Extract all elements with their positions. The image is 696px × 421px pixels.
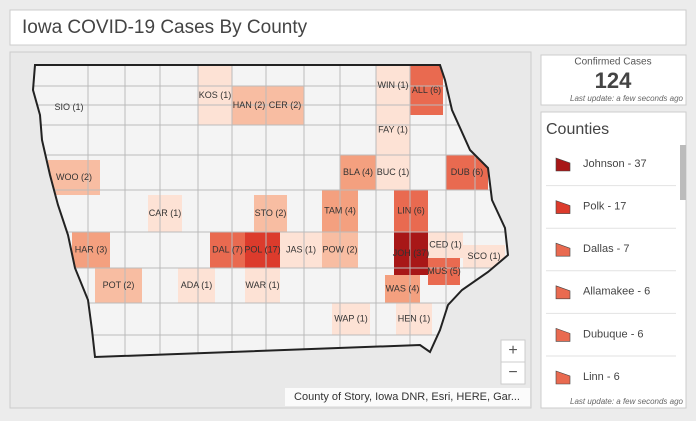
title-bar <box>9 9 687 46</box>
county-label: WAS (4) <box>386 283 420 293</box>
summary-label: Confirmed Cases <box>574 57 651 68</box>
county-label: ALL (6) <box>412 85 441 95</box>
county-label: KOS (1) <box>199 90 232 100</box>
county <box>245 232 280 268</box>
zoom-out-button[interactable] <box>500 361 526 385</box>
legend-swatch <box>555 327 571 342</box>
county-label: WAP (1) <box>334 313 368 323</box>
zoom-in[interactable]: + <box>508 342 517 359</box>
county-label: POT (2) <box>103 280 135 290</box>
counties-updated: Last update: a few seconds ago <box>570 397 684 406</box>
county-label: DUB (6) <box>451 167 484 177</box>
county <box>428 258 460 285</box>
county-label: CER (2) <box>269 100 302 110</box>
county-item: Johnson - 37 <box>583 158 647 170</box>
county-item: Polk - 17 <box>583 201 626 213</box>
legend-swatch <box>555 285 571 300</box>
county-label: CED (1) <box>429 239 462 249</box>
county-label: HAN (2) <box>233 100 266 110</box>
county-labels: SIO (1) KOS (1)HAN (2) CER (2) WIN (1) ALL (… <box>54 80 500 324</box>
county-label: BUC (1) <box>377 167 410 177</box>
county <box>245 268 280 303</box>
county-label: WOO (2) <box>56 172 92 182</box>
county <box>463 245 505 268</box>
county-label: FAY (1) <box>378 124 408 134</box>
zoom-out[interactable]: − <box>508 364 517 381</box>
county-label: JOH (37) <box>393 248 430 258</box>
county-label: CAR (1) <box>149 208 182 218</box>
county <box>332 303 370 335</box>
county <box>376 155 410 190</box>
county-label: DAL (7) <box>212 244 243 254</box>
county <box>148 195 182 232</box>
county <box>340 155 376 190</box>
county-label: SCO (1) <box>467 251 500 261</box>
summary-value: 124 <box>595 68 632 93</box>
legend-swatch <box>555 242 571 257</box>
county-item: Dubuque - 6 <box>583 328 644 340</box>
county <box>178 268 215 303</box>
county-label: POW (2) <box>323 244 358 254</box>
county <box>280 232 322 268</box>
county-label: TAM (4) <box>324 205 356 215</box>
county <box>210 232 245 268</box>
county <box>396 303 432 335</box>
county <box>254 195 287 232</box>
county <box>394 190 428 232</box>
county <box>48 160 100 195</box>
county-item: Linn - 6 <box>583 371 620 383</box>
county-label: HAR (3) <box>75 244 108 254</box>
county-label: JAS (1) <box>286 244 316 254</box>
county <box>376 105 410 155</box>
county-label: STO (2) <box>255 208 287 218</box>
county-label: WAR (1) <box>245 280 279 290</box>
legend-swatch <box>555 157 571 172</box>
summary-card <box>540 54 687 106</box>
county <box>385 275 420 303</box>
county-label: HEN (1) <box>398 313 431 323</box>
counties-title: Counties <box>546 121 609 138</box>
county-label: LIN (6) <box>397 205 425 215</box>
map <box>33 65 508 357</box>
scrollbar[interactable] <box>680 145 686 200</box>
county <box>198 66 232 125</box>
attribution-bg <box>285 388 530 406</box>
county <box>410 66 443 115</box>
county-label: SIO (1) <box>54 102 83 112</box>
county-label: POL (17) <box>244 244 280 254</box>
county-item: Allamakee - 6 <box>583 286 650 298</box>
legend-swatch <box>555 200 571 214</box>
county-label: BLA (4) <box>343 167 373 177</box>
county <box>95 268 142 303</box>
summary-updated: Last update: a few seconds ago <box>570 94 684 103</box>
county <box>72 232 110 268</box>
attribution: County of Story, Iowa DNR, Esri, HERE, G… <box>294 391 520 403</box>
county-label: ADA (1) <box>181 280 213 290</box>
county-label: WIN (1) <box>378 80 409 90</box>
counties-panel <box>540 111 687 409</box>
county-list: Johnson - 37 Polk - 17 Dallas - 7 Allamakee… <box>546 157 676 385</box>
county-label: MUS (5) <box>427 266 461 276</box>
legend-swatch <box>555 370 571 385</box>
county-item: Dallas - 7 <box>583 243 629 255</box>
title: Iowa COVID-19 Cases By County <box>22 17 308 38</box>
state-outline <box>31 64 510 359</box>
